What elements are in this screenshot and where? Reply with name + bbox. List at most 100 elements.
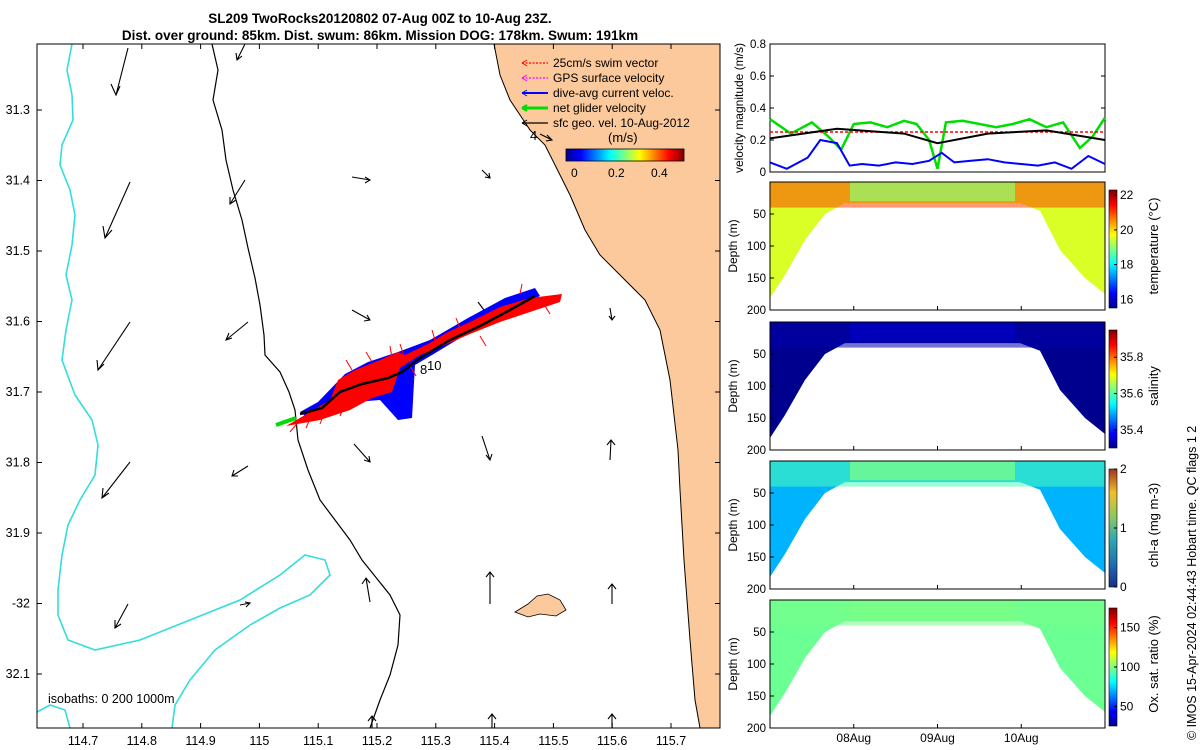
temperature-colorbar xyxy=(1108,189,1118,309)
salinity-colorbar-tick-label: 35.6 xyxy=(1120,387,1144,401)
map-colorbar xyxy=(565,148,685,162)
legend-label-gps: GPS surface velocity xyxy=(553,71,664,85)
legend-item-gps: GPS surface velocity xyxy=(521,71,664,85)
velocity-y-tick-label: 0 xyxy=(760,167,766,179)
salinity-shelf-layer xyxy=(850,322,1015,342)
time-tick-label: 10Aug xyxy=(1004,731,1039,745)
temperature-y-tick-label: 150 xyxy=(747,273,766,285)
velocity-series-1 xyxy=(769,138,1106,170)
salinity-y-tick-label: 200 xyxy=(747,445,766,457)
velocity-panel: 0 0.2 0.4 0.6 0.8 velocity magnitude (m/s) xyxy=(732,39,1107,179)
temperature-shelf-layer xyxy=(850,182,1015,202)
time-tick-label: 08Aug xyxy=(836,731,871,745)
map-colorbar-tick-2: 0.4 xyxy=(651,166,668,180)
map-x-tick-label: 114.7 xyxy=(68,734,98,748)
temperature-y-tick-label: 100 xyxy=(747,241,766,253)
temperature-colorbar-label: temperature (°C) xyxy=(1146,198,1161,295)
track-label-4: 4 xyxy=(530,128,537,143)
land-mass xyxy=(493,44,720,728)
map-panel: 4 8 10 114.7 114.8 114.9 115 115.1 115.2 115.3… xyxy=(6,43,721,748)
map-x-tick-label: 115.1 xyxy=(303,734,333,748)
oxygen-section-panel: 50 100 150 200 Depth (m) 50 100 150 Ox. sat. rat… xyxy=(726,599,1161,735)
oxygen-shelf-layer xyxy=(850,600,1015,620)
legend-item-dive-avg: dive-avg current veloc. xyxy=(521,86,674,100)
temperature-y-tick-label: 50 xyxy=(753,209,766,221)
chl-a-shelf-layer xyxy=(850,461,1015,481)
temperature-y-tick-label: 200 xyxy=(747,305,766,317)
map-colorbar-tick-0: 0 xyxy=(571,166,578,180)
legend-label-dive-avg: dive-avg current veloc. xyxy=(553,86,674,100)
chl-a-colorbar-label: chl-a (mg m-3) xyxy=(1146,483,1161,568)
legend-label-net: net glider velocity xyxy=(553,101,646,115)
map-y-tick-label: 31.4 xyxy=(6,174,30,188)
map-x-tick-label: 115.3 xyxy=(421,734,451,748)
track-label-8: 8 xyxy=(420,362,427,377)
oxygen-colorbar-tick-label: 100 xyxy=(1120,660,1140,674)
map-y-tick-label: 31.6 xyxy=(6,315,30,329)
salinity-y-tick-label: 100 xyxy=(747,381,766,393)
map-y-tick-label: 31.7 xyxy=(6,385,30,399)
chl-a-y-tick-label: 50 xyxy=(753,488,766,500)
imos-credit: © IMOS 15-Apr-2024 02:44:43 Hobart time.… xyxy=(1185,425,1199,740)
salinity-colorbar-tick-label: 35.8 xyxy=(1120,350,1144,364)
temperature-colorbar-tick-label: 16 xyxy=(1120,292,1134,306)
isobath-1000m-lower xyxy=(37,704,71,728)
isobath-note: isobaths: 0 200 1000m xyxy=(48,692,174,706)
map-y-tick-label: 31.9 xyxy=(6,526,30,540)
net-glider-velocity xyxy=(275,416,297,427)
title-line-1: SL209 TwoRocks20120802 07-Aug 00Z to 10-… xyxy=(208,11,552,26)
map-colorbar-unit: (m/s) xyxy=(608,130,638,145)
velocity-y-tick-label: 0.2 xyxy=(750,135,766,147)
map-y-tick-label: 32.1 xyxy=(6,667,30,681)
temperature-colorbar-tick-label: 20 xyxy=(1120,223,1134,237)
velocity-y-tick-label: 0.8 xyxy=(750,39,766,51)
temperature-ylabel: Depth (m) xyxy=(726,219,740,272)
chl-a-y-tick-label: 200 xyxy=(747,584,766,596)
velocity-series xyxy=(769,116,1107,170)
legend-label-sfc-geo: sfc geo. vel. 10-Aug-2012 xyxy=(553,116,690,130)
map-x-tick-label: 115.2 xyxy=(362,734,392,748)
map-colorbar-tick-1: 0.2 xyxy=(608,166,625,180)
chl-a-colorbar-tick-label: 0 xyxy=(1120,580,1127,594)
salinity-colorbar-tick-label: 35.4 xyxy=(1120,423,1144,437)
chl-a-colorbar-tick-label: 1 xyxy=(1120,521,1127,535)
salinity-y-tick-label: 50 xyxy=(753,349,766,361)
chl-a-section-panel: 50 100 150 200 Depth (m) 0 1 2 chl-a (mg m-3) xyxy=(726,460,1161,596)
velocity-ylabel: velocity magnitude (m/s) xyxy=(732,43,746,173)
map-x-ticks: 114.7 114.8 114.9 115 115.1 115.2 115.3 115.4 11… xyxy=(68,44,686,748)
chl-a-y-tick-label: 100 xyxy=(747,520,766,532)
oxygen-colorbar-tick-label: 50 xyxy=(1120,699,1134,713)
oxygen-ylabel: Depth (m) xyxy=(726,637,740,690)
salinity-ylabel: Depth (m) xyxy=(726,359,740,412)
figure-title: SL209 TwoRocks20120802 07-Aug 00Z to 10-… xyxy=(40,10,720,44)
temperature-section-panel: 50 100 150 200 Depth (m) 16 18 20 22 temperature … xyxy=(726,181,1161,317)
oxygen-y-tick-label: 150 xyxy=(747,691,766,703)
map-axes-frame xyxy=(36,43,721,729)
map-y-tick-label: 31.8 xyxy=(6,456,30,470)
map-x-tick-label: 114.9 xyxy=(185,734,215,748)
swim-vector-barbs xyxy=(289,283,551,433)
oxygen-y-tick-label: 200 xyxy=(747,723,766,735)
velocity-axes-frame xyxy=(769,43,1106,173)
map-y-tick-label: -32 xyxy=(12,597,30,611)
time-axis: 08Aug 09Aug 10Aug xyxy=(836,731,1038,745)
island xyxy=(514,593,567,618)
map-y-ticks: 31.3 31.4 31.5 31.6 31.7 31.8 31.9 -32 32.1 xyxy=(6,103,720,681)
oxygen-y-tick-label: 100 xyxy=(747,659,766,671)
legend-item-sfc-geo: sfc geo. vel. 10-Aug-2012 xyxy=(521,116,690,130)
legend-item-swim: 25cm/s swim vector xyxy=(521,56,658,70)
chl-a-ylabel: Depth (m) xyxy=(726,498,740,551)
map-legend: 25cm/s swim vector GPS surface velocity … xyxy=(521,56,690,180)
glider-track: 4 8 10 xyxy=(275,128,562,433)
isobath-1000m xyxy=(57,44,331,728)
map-x-tick-label: 115.6 xyxy=(597,734,627,748)
map-y-tick-label: 31.3 xyxy=(6,103,30,117)
velocity-y-ticks: 0 0.2 0.4 0.6 0.8 xyxy=(750,39,1105,179)
oxygen-colorbar-label: Ox. sat. ratio (%) xyxy=(1146,615,1161,713)
chl-a-colorbar-tick-label: 2 xyxy=(1120,462,1127,476)
map-y-tick-label: 31.5 xyxy=(6,244,30,258)
velocity-y-tick-label: 0.6 xyxy=(750,71,766,83)
